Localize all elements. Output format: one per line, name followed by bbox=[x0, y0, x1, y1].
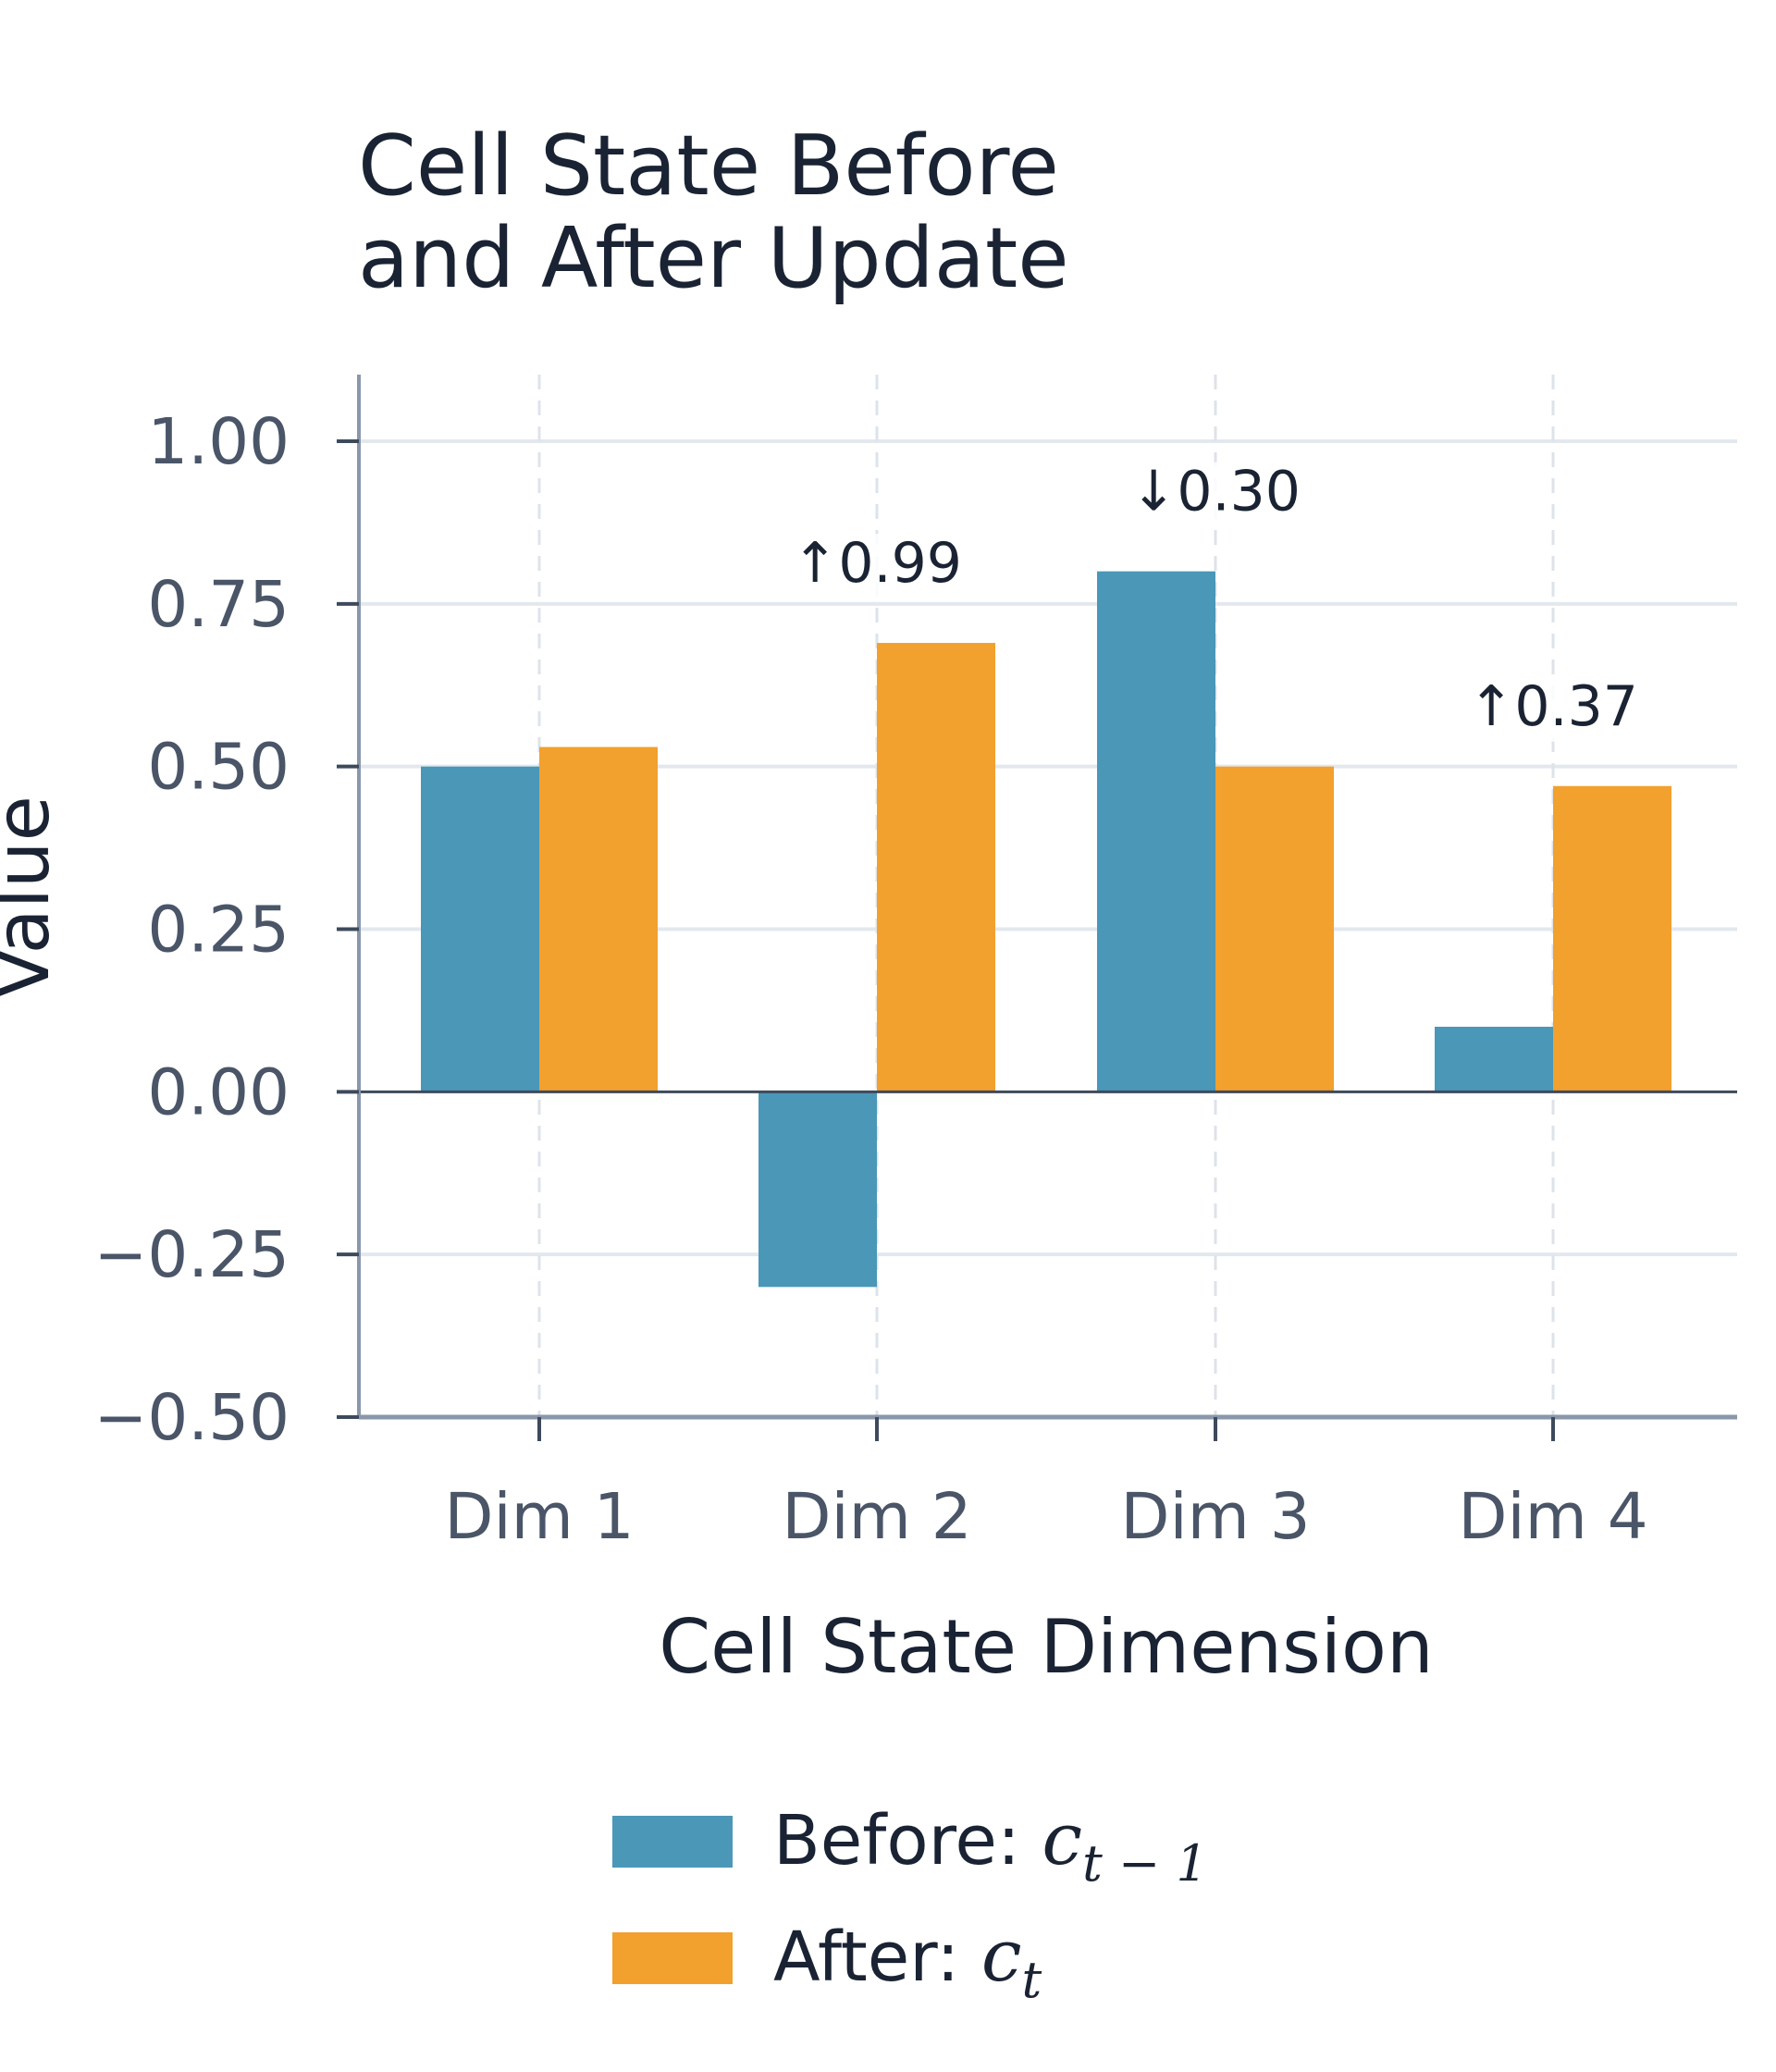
x-tick-label: Dim 3 bbox=[1120, 1480, 1310, 1554]
y-tick-label: 0.25 bbox=[147, 894, 290, 968]
y-tick-label: 0.75 bbox=[147, 568, 290, 642]
legend-swatch-before bbox=[612, 1816, 733, 1868]
change-annotation: ↓0.30 bbox=[1130, 460, 1301, 524]
chart-title-line-1: Cell State Before bbox=[358, 117, 1059, 215]
y-tick-label: −0.25 bbox=[94, 1218, 290, 1292]
bar-before bbox=[758, 1092, 877, 1288]
x-axis-label: Cell State Dimension bbox=[659, 1604, 1433, 1690]
x-tick-label: Dim 4 bbox=[1458, 1480, 1647, 1554]
x-tick-label: Dim 2 bbox=[782, 1480, 971, 1554]
y-axis-label: Value bbox=[0, 796, 66, 999]
y-tick-label: 1.00 bbox=[147, 405, 290, 479]
annotations: ↑0.99 ↓0.30 ↑0.37 bbox=[784, 460, 1646, 742]
change-annotation: ↑0.37 bbox=[1468, 674, 1638, 739]
legend-label-before: Before: ct − 1 bbox=[773, 1798, 1208, 1893]
bar-after bbox=[1553, 785, 1671, 1092]
x-tick-label: Dim 1 bbox=[444, 1480, 634, 1554]
change-annotation: ↑0.99 bbox=[792, 531, 962, 596]
annotation-background bbox=[784, 534, 969, 599]
legend-swatch-after bbox=[612, 1932, 733, 1984]
legend: Before: ct − 1 After: ct bbox=[612, 1798, 1208, 2009]
bar-after bbox=[1215, 766, 1334, 1092]
legend-label-after: After: ct bbox=[773, 1915, 1042, 2009]
y-tick-label: 0.50 bbox=[147, 731, 290, 805]
y-tick-label: 0.00 bbox=[147, 1055, 290, 1129]
chart-title: Cell State Before and After Update bbox=[358, 117, 1069, 307]
y-tick-label: −0.50 bbox=[94, 1381, 290, 1455]
tick-labels: 1.00 0.75 0.50 0.25 0.00 −0.25 −0.50 Dim 1 Dim 2… bbox=[94, 405, 1648, 1554]
annotation-background bbox=[1461, 676, 1646, 742]
axes bbox=[337, 375, 1737, 1441]
bar-after bbox=[539, 746, 658, 1092]
bar-before bbox=[1097, 571, 1215, 1092]
annotation-background bbox=[1123, 462, 1308, 527]
bars bbox=[421, 571, 1671, 1288]
bar-before bbox=[421, 766, 539, 1092]
bar-before bbox=[1435, 1027, 1553, 1092]
bar-after bbox=[877, 643, 995, 1092]
chart-title-line-2: and After Update bbox=[358, 210, 1069, 307]
